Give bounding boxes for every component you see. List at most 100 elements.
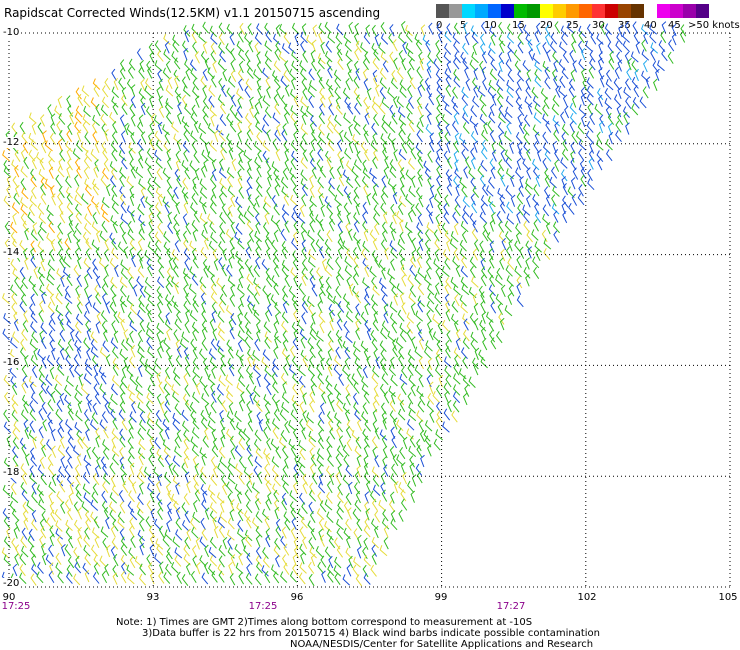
wind-barb — [302, 392, 307, 405]
wind-barb — [104, 264, 109, 277]
wind-barb — [297, 212, 306, 224]
wind-barb — [382, 147, 388, 160]
wind-barb — [488, 201, 495, 214]
wind-barb — [649, 31, 657, 44]
wind-barb — [230, 48, 236, 61]
wind-barb — [273, 168, 280, 181]
wind-barb — [342, 474, 350, 487]
wind-barb — [237, 238, 245, 250]
wind-barb — [258, 96, 263, 109]
wind-barb — [95, 103, 101, 117]
wind-barb — [582, 78, 588, 91]
wind-barb — [55, 520, 63, 532]
wind-barb — [263, 373, 271, 386]
wind-barb — [420, 454, 425, 468]
wind-barb — [444, 293, 450, 306]
wind-barb — [310, 553, 316, 567]
wind-barb — [290, 174, 297, 187]
wind-barb — [380, 285, 388, 297]
wind-barb — [436, 103, 443, 116]
wind-barb — [381, 363, 389, 376]
wind-barb — [75, 331, 82, 344]
wind-barb — [174, 75, 179, 88]
wind-barb — [119, 428, 126, 441]
wind-barb — [92, 571, 100, 584]
wind-barb — [478, 349, 486, 362]
wind-barb — [199, 276, 207, 289]
wind-barb — [272, 418, 280, 430]
wind-barb — [229, 435, 236, 448]
wind-barb — [451, 86, 459, 99]
wind-barb — [77, 256, 82, 270]
wind-barb — [354, 358, 362, 370]
wind-barb — [230, 247, 235, 260]
wind-barb — [362, 124, 369, 137]
wind-barb — [434, 238, 441, 251]
wind-barb — [324, 546, 332, 559]
wind-barb — [379, 340, 387, 353]
wind-barb — [57, 138, 63, 151]
wind-barb — [300, 123, 309, 135]
wind-barb — [383, 464, 389, 477]
wind-barb — [462, 122, 470, 135]
wind-barb — [481, 51, 488, 64]
wind-barb — [254, 429, 262, 442]
wind-barb — [444, 230, 452, 243]
wind-barb — [235, 463, 243, 475]
wind-barb — [111, 247, 119, 260]
wind-barb — [84, 527, 90, 540]
wind-barb — [488, 111, 496, 124]
wind-barb — [328, 555, 334, 569]
wind-barb — [191, 219, 199, 232]
wind-barb — [553, 75, 559, 88]
wind-barb — [145, 329, 154, 341]
wind-barb — [37, 228, 44, 241]
wind-barb — [122, 480, 129, 493]
wind-barb — [505, 246, 512, 259]
wind-barb — [426, 66, 432, 79]
wind-barb — [453, 347, 462, 359]
wind-barb — [327, 65, 333, 79]
wind-barb — [46, 354, 55, 367]
wind-barb — [69, 365, 75, 378]
wind-barb — [372, 57, 380, 70]
wind-barb — [596, 139, 604, 151]
wind-barb — [444, 257, 451, 270]
wind-barb — [240, 391, 246, 404]
wind-barb — [84, 178, 92, 190]
wind-barb — [275, 41, 282, 54]
wind-barb — [289, 345, 296, 359]
wind-barb — [559, 75, 566, 88]
wind-barb — [263, 321, 271, 333]
wind-barb — [54, 374, 63, 387]
wind-barb — [462, 392, 468, 406]
wind-barb — [298, 440, 307, 452]
wind-barb — [281, 246, 287, 259]
wind-barb — [596, 131, 603, 144]
wind-barb — [634, 68, 639, 82]
wind-barb — [401, 274, 407, 287]
wind-barb — [93, 555, 101, 567]
wind-barb — [300, 105, 308, 117]
wind-barb — [264, 58, 272, 71]
wind-barb — [201, 528, 208, 541]
wind-barb — [416, 385, 424, 398]
wind-barb — [274, 336, 279, 349]
legend-label-50: >50 knots — [688, 20, 740, 31]
wind-barb — [230, 94, 237, 107]
wind-barb — [480, 273, 487, 287]
wind-barb — [490, 301, 497, 314]
wind-barb — [76, 429, 84, 442]
wind-barb — [400, 489, 407, 502]
wind-barb — [254, 456, 263, 468]
wind-barb — [290, 157, 297, 170]
wind-barb — [316, 267, 323, 280]
wind-barb — [176, 345, 182, 358]
wind-barb — [344, 265, 353, 277]
wind-barb — [480, 21, 488, 34]
wind-barb — [156, 86, 162, 99]
wind-barb — [73, 547, 80, 560]
wind-barb — [109, 257, 117, 270]
wind-barb — [398, 195, 407, 208]
wind-barb — [553, 230, 560, 243]
